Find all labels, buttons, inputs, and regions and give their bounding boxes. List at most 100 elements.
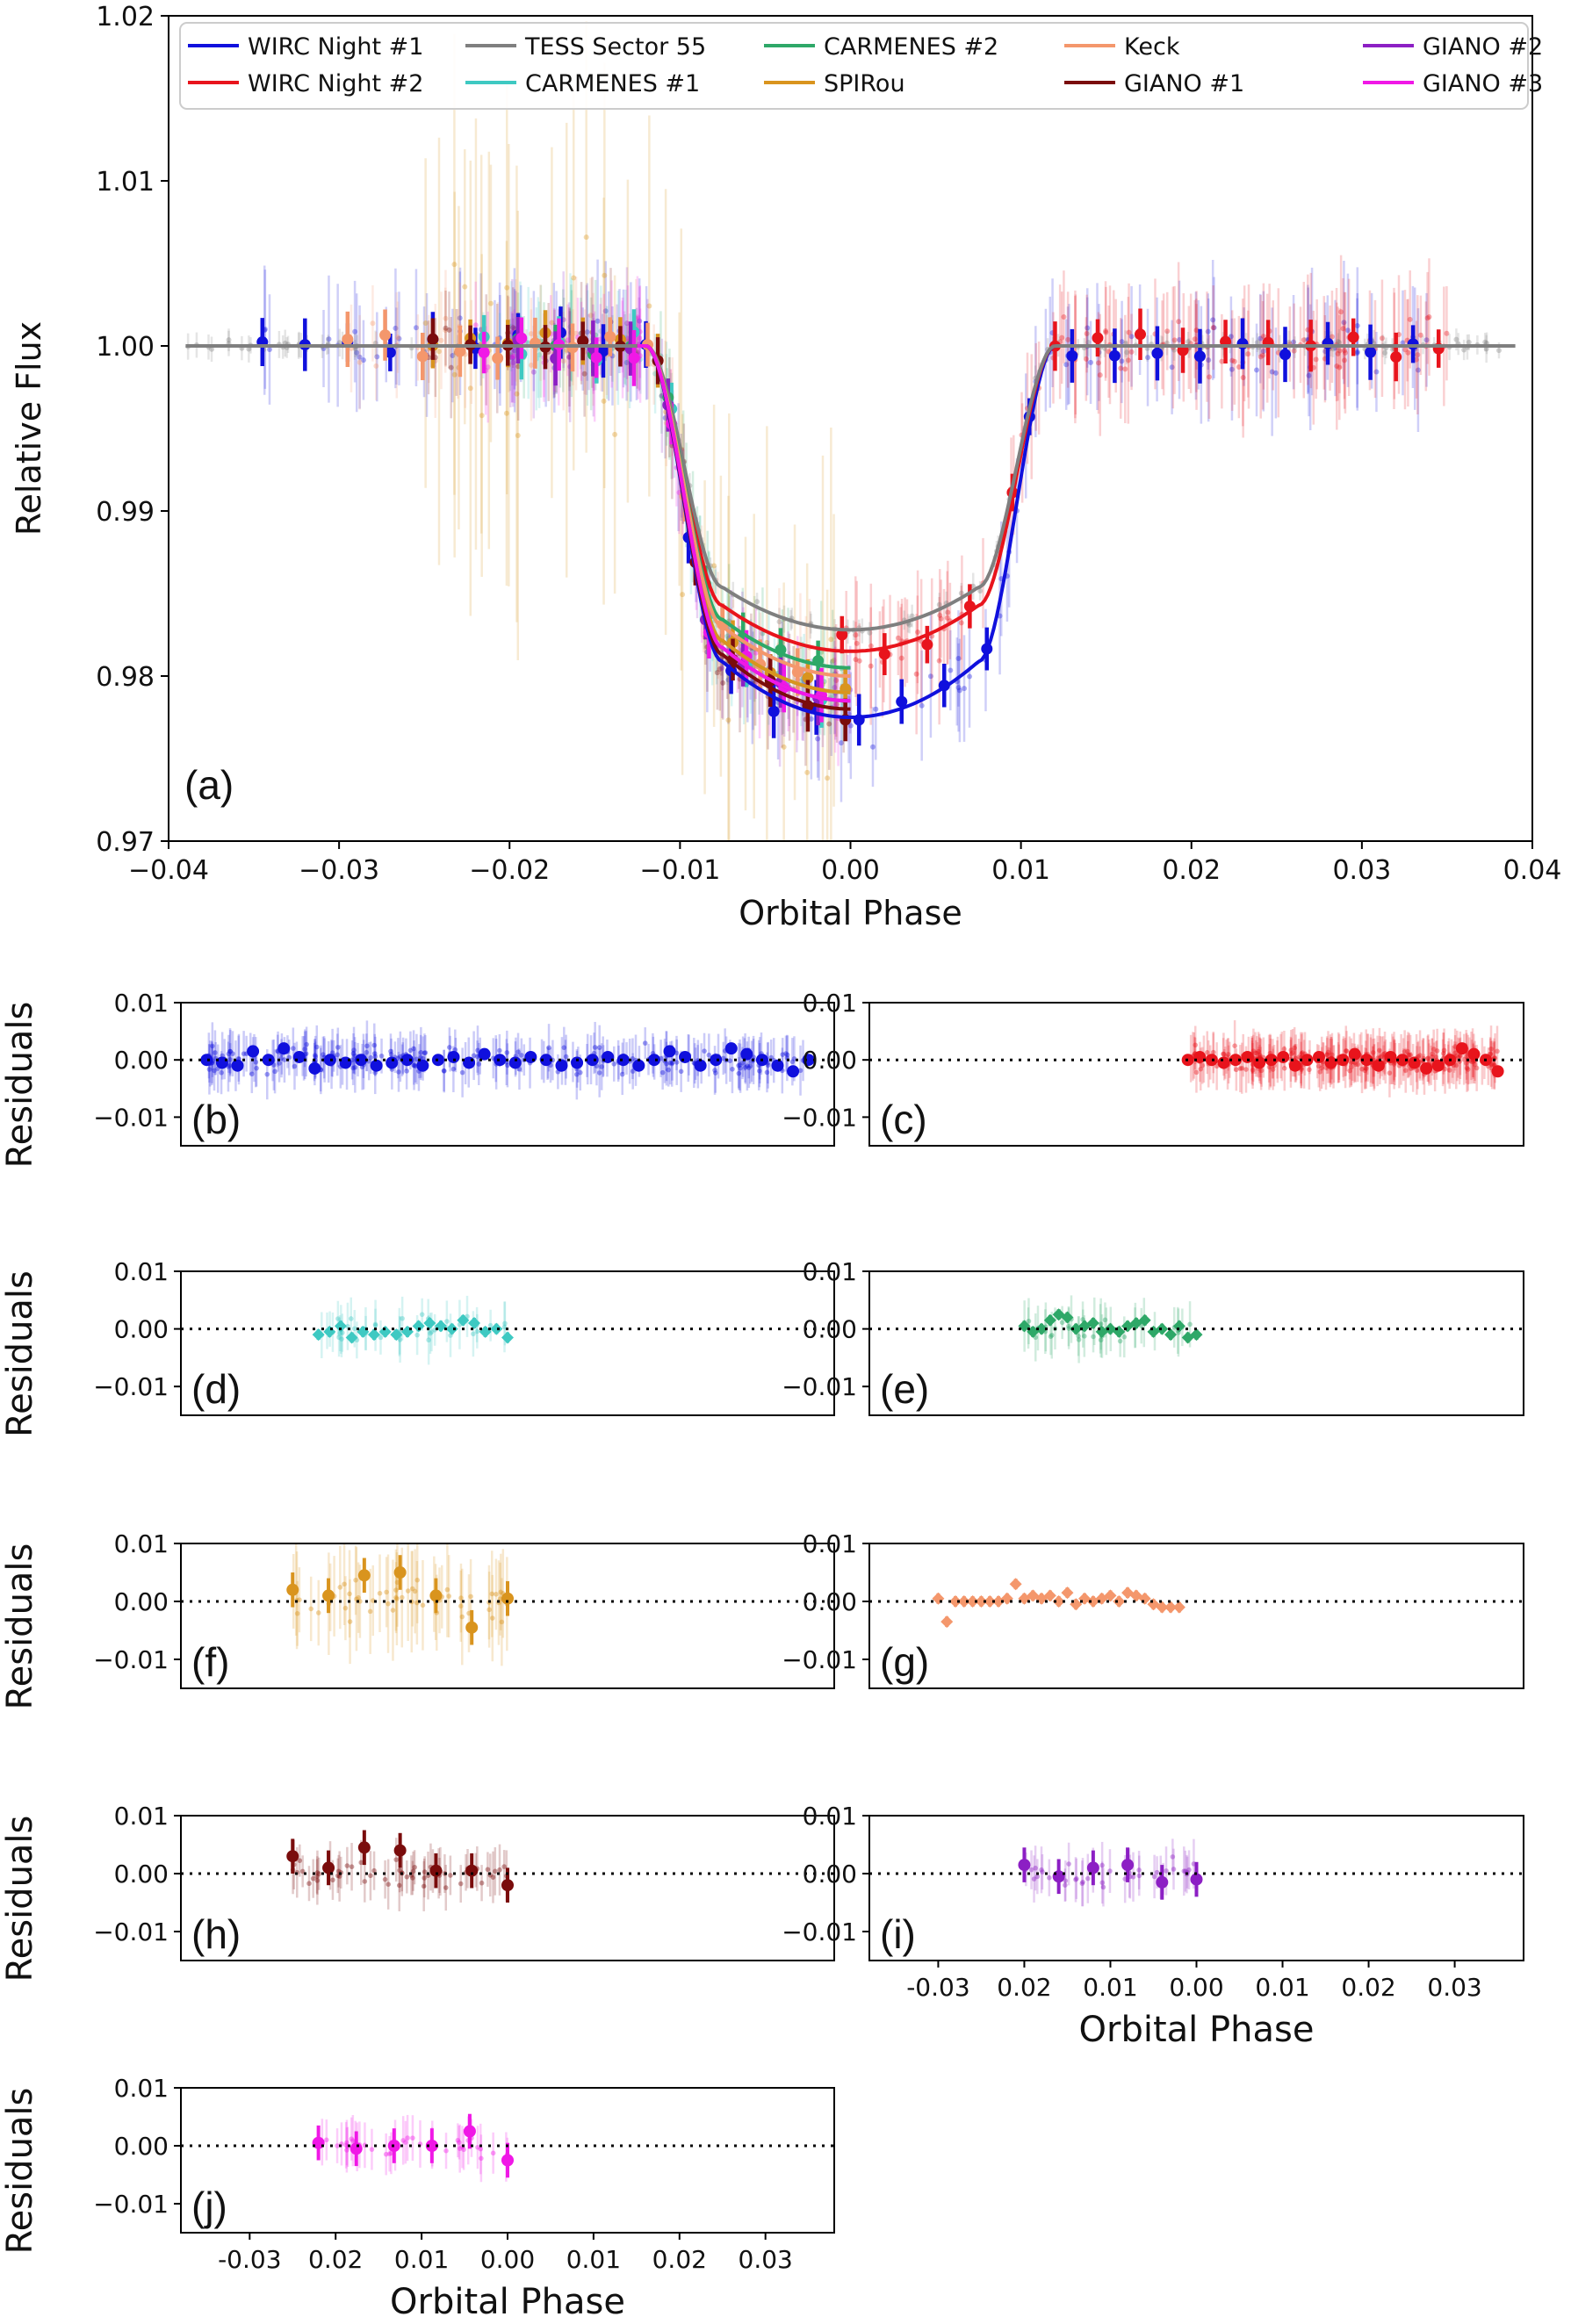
residual-y-tick-label: −0.01 bbox=[93, 1103, 169, 1132]
binned-residual-marker bbox=[966, 1595, 979, 1608]
residual-y-tick-label: 0.01 bbox=[114, 1257, 169, 1286]
scatter-spirou bbox=[422, 21, 837, 841]
residual-point bbox=[1076, 1337, 1082, 1342]
residual-point bbox=[358, 1860, 364, 1866]
residual-y-tick-label: −0.01 bbox=[93, 2190, 169, 2219]
data-point bbox=[436, 349, 442, 355]
residual-point bbox=[384, 1589, 389, 1595]
main-plot-data bbox=[185, 21, 1516, 841]
residual-point bbox=[515, 1049, 521, 1054]
data-point bbox=[720, 680, 726, 686]
residual-point bbox=[1100, 1884, 1106, 1890]
residual-point bbox=[1300, 1050, 1305, 1055]
data-point bbox=[1211, 325, 1217, 331]
data-point bbox=[1301, 337, 1307, 343]
data-point bbox=[472, 322, 479, 328]
residual-point bbox=[1446, 1068, 1452, 1073]
residual-point bbox=[1170, 1854, 1176, 1860]
residual-point bbox=[312, 1053, 318, 1058]
data-point bbox=[601, 398, 607, 404]
residual-point bbox=[364, 1049, 370, 1055]
data-point bbox=[1272, 370, 1279, 376]
data-point bbox=[443, 325, 449, 331]
residual-point bbox=[1472, 1061, 1478, 1068]
data-point bbox=[830, 658, 836, 665]
binned-residual-marker bbox=[478, 1047, 491, 1061]
binned-residual-marker bbox=[586, 1054, 599, 1067]
data-point bbox=[825, 775, 831, 781]
residual-point bbox=[502, 1320, 508, 1327]
residual-point bbox=[369, 2147, 375, 2152]
residual-point bbox=[335, 1316, 341, 1321]
residual-x-tick-label: 0.02 bbox=[308, 2245, 363, 2274]
data-point bbox=[1342, 349, 1348, 356]
residual-x-tick-label: 0.02 bbox=[1341, 1973, 1395, 2002]
data-point bbox=[1334, 363, 1340, 370]
residual-point bbox=[1441, 1047, 1447, 1054]
binned-residual-marker bbox=[571, 1056, 584, 1069]
residual-point bbox=[350, 2138, 356, 2143]
binned-residual-marker bbox=[262, 1054, 275, 1067]
residual-point bbox=[249, 1071, 255, 1077]
residual-point bbox=[1355, 1061, 1361, 1068]
data-point bbox=[1291, 339, 1297, 345]
residual-point bbox=[1463, 1061, 1469, 1066]
residual-point bbox=[444, 1587, 450, 1593]
residual-point bbox=[1489, 1062, 1495, 1068]
residual-point bbox=[1164, 1868, 1169, 1874]
data-point bbox=[393, 325, 399, 331]
data-point bbox=[936, 601, 942, 608]
binned-residual-marker bbox=[357, 1841, 371, 1854]
residual-point bbox=[212, 1068, 217, 1074]
residual-point bbox=[1243, 1067, 1249, 1072]
binned-residual-marker bbox=[1312, 1050, 1325, 1063]
binned-point bbox=[1390, 351, 1402, 363]
binned-residual-marker bbox=[949, 1595, 962, 1608]
residual-point bbox=[1200, 1062, 1206, 1068]
binned-residual-marker bbox=[710, 1054, 723, 1067]
binned-residual-marker bbox=[602, 1050, 615, 1063]
residual-point bbox=[1099, 1880, 1106, 1886]
binned-residual-marker bbox=[1086, 1861, 1099, 1874]
data-point bbox=[1337, 348, 1343, 354]
residual-y-tick-label: 0.00 bbox=[803, 1860, 857, 1889]
x-tick-label: −0.03 bbox=[299, 855, 379, 886]
residual-point bbox=[501, 1324, 508, 1330]
residual-point bbox=[1250, 1068, 1256, 1073]
residual-point bbox=[1066, 1861, 1071, 1867]
residual-point bbox=[227, 1062, 233, 1068]
data-point bbox=[595, 318, 601, 324]
residual-point bbox=[1026, 1318, 1032, 1324]
data-point bbox=[856, 658, 862, 664]
binned-residual-marker bbox=[447, 1050, 460, 1063]
residual-point bbox=[441, 1068, 447, 1074]
data-point bbox=[944, 615, 950, 621]
residual-point bbox=[330, 1877, 335, 1883]
residual-point bbox=[468, 1594, 473, 1600]
residual-point bbox=[1063, 1878, 1069, 1883]
data-point bbox=[781, 744, 787, 750]
data-point bbox=[938, 615, 944, 622]
residual-point bbox=[351, 1047, 357, 1053]
binned-residual-marker bbox=[1138, 1313, 1151, 1327]
residual-point bbox=[302, 1047, 307, 1052]
data-point bbox=[584, 329, 590, 335]
data-point bbox=[1337, 364, 1343, 371]
data-point bbox=[913, 671, 919, 677]
data-point bbox=[1260, 352, 1266, 358]
axes-layer bbox=[161, 15, 1533, 2240]
residual-point bbox=[291, 1046, 296, 1051]
data-point bbox=[1258, 354, 1264, 360]
residual-point bbox=[1270, 1067, 1276, 1072]
residual-point bbox=[372, 1322, 378, 1328]
binned-residual-marker bbox=[465, 1864, 479, 1877]
binned-residual-marker bbox=[501, 2154, 514, 2167]
legend-label: Keck bbox=[1124, 33, 1180, 61]
residual-point bbox=[706, 1052, 712, 1058]
binned-point bbox=[1108, 349, 1121, 362]
residual-point bbox=[226, 1051, 232, 1057]
data-point bbox=[1260, 349, 1266, 355]
residual-point bbox=[1406, 1052, 1412, 1058]
residual-y-tick-label: 0.01 bbox=[803, 989, 857, 1018]
residual-point bbox=[458, 1603, 464, 1609]
